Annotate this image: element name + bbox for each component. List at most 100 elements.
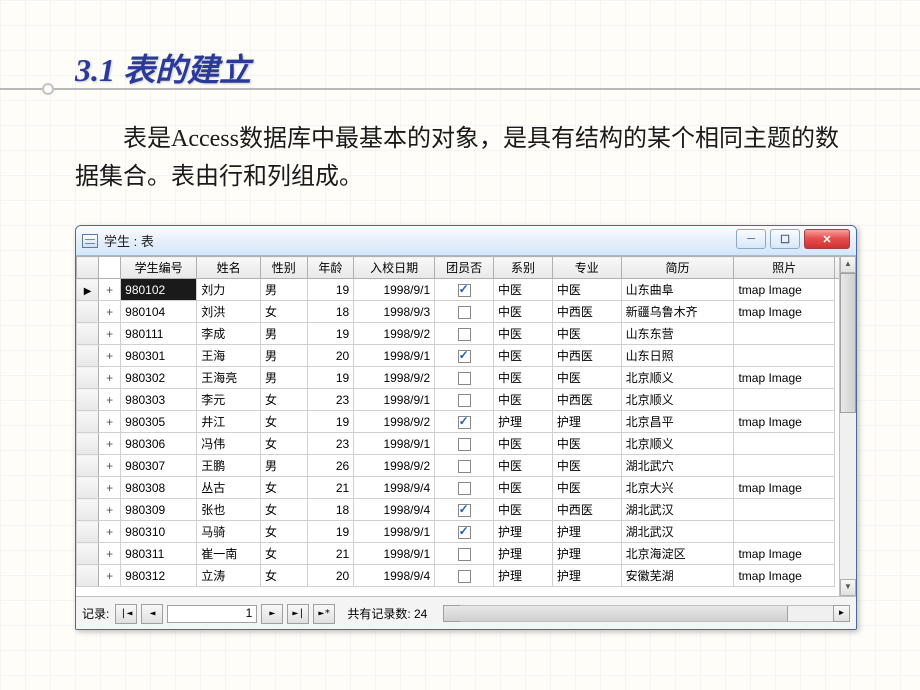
minimize-button[interactable]: ─: [736, 229, 766, 249]
table-row[interactable]: +980308丛古女211998/9/4中医中医北京大兴tmap Image: [77, 477, 856, 499]
member-cell[interactable]: [435, 455, 494, 477]
major-cell[interactable]: 中西医: [552, 499, 621, 521]
major-cell[interactable]: 中西医: [552, 389, 621, 411]
column-header[interactable]: 年龄: [307, 257, 354, 279]
column-header[interactable]: 专业: [552, 257, 621, 279]
member-cell[interactable]: [435, 323, 494, 345]
photo-cell[interactable]: tmap Image: [734, 279, 835, 301]
row-selector[interactable]: [77, 367, 99, 389]
column-header[interactable]: 简历: [621, 257, 734, 279]
student-id-cell[interactable]: 980308: [121, 477, 197, 499]
age-cell[interactable]: 18: [307, 301, 354, 323]
major-cell[interactable]: 中医: [552, 455, 621, 477]
row-selector[interactable]: [77, 323, 99, 345]
student-id-cell[interactable]: 980306: [121, 433, 197, 455]
name-cell[interactable]: 立涛: [197, 565, 261, 587]
dept-cell[interactable]: 中医: [494, 367, 553, 389]
resume-cell[interactable]: 湖北武汉: [621, 499, 734, 521]
expand-button[interactable]: +: [99, 521, 121, 543]
major-cell[interactable]: 中医: [552, 367, 621, 389]
row-selector[interactable]: [77, 521, 99, 543]
dept-cell[interactable]: 中医: [494, 323, 553, 345]
student-id-cell[interactable]: 980307: [121, 455, 197, 477]
sex-cell[interactable]: 女: [260, 543, 307, 565]
member-cell[interactable]: [435, 433, 494, 455]
table-row[interactable]: +980309张也女181998/9/4中医中西医湖北武汉: [77, 499, 856, 521]
photo-cell[interactable]: [734, 345, 835, 367]
date-cell[interactable]: 1998/9/1: [354, 345, 435, 367]
maximize-button[interactable]: ☐: [770, 229, 800, 249]
name-cell[interactable]: 冯伟: [197, 433, 261, 455]
age-cell[interactable]: 19: [307, 411, 354, 433]
column-header[interactable]: 系别: [494, 257, 553, 279]
dept-cell[interactable]: 护理: [494, 565, 553, 587]
expand-button[interactable]: +: [99, 455, 121, 477]
name-cell[interactable]: 王海亮: [197, 367, 261, 389]
last-record-button[interactable]: ►|: [287, 604, 309, 624]
resume-cell[interactable]: 山东曲阜: [621, 279, 734, 301]
hscroll-right-button[interactable]: ►: [833, 605, 850, 622]
member-cell[interactable]: [435, 565, 494, 587]
name-cell[interactable]: 丛古: [197, 477, 261, 499]
age-cell[interactable]: 20: [307, 345, 354, 367]
photo-cell[interactable]: [734, 521, 835, 543]
age-cell[interactable]: 19: [307, 323, 354, 345]
data-grid[interactable]: 学生编号姓名性别年龄入校日期团员否系别专业简历照片 ▶+980102刘力男191…: [76, 256, 856, 596]
checkbox-icon[interactable]: [458, 372, 471, 385]
photo-cell[interactable]: tmap Image: [734, 477, 835, 499]
name-cell[interactable]: 李成: [197, 323, 261, 345]
date-cell[interactable]: 1998/9/4: [354, 499, 435, 521]
resume-cell[interactable]: 北京顺义: [621, 389, 734, 411]
table-row[interactable]: ▶+980102刘力男191998/9/1中医中医山东曲阜tmap Image: [77, 279, 856, 301]
sex-cell[interactable]: 男: [260, 323, 307, 345]
name-cell[interactable]: 张也: [197, 499, 261, 521]
date-cell[interactable]: 1998/9/1: [354, 521, 435, 543]
student-id-cell[interactable]: 980302: [121, 367, 197, 389]
dept-cell[interactable]: 中医: [494, 301, 553, 323]
age-cell[interactable]: 23: [307, 433, 354, 455]
date-cell[interactable]: 1998/9/4: [354, 477, 435, 499]
dept-cell[interactable]: 中医: [494, 499, 553, 521]
row-selector[interactable]: [77, 499, 99, 521]
sex-cell[interactable]: 女: [260, 477, 307, 499]
table-row[interactable]: +980310马骑女191998/9/1护理护理湖北武汉: [77, 521, 856, 543]
row-selector[interactable]: [77, 345, 99, 367]
student-id-cell[interactable]: 980305: [121, 411, 197, 433]
table-row[interactable]: +980312立涛女201998/9/4护理护理安徽芜湖tmap Image: [77, 565, 856, 587]
checkbox-icon[interactable]: [458, 284, 471, 297]
horizontal-scrollbar[interactable]: ◄ ►: [443, 605, 850, 622]
age-cell[interactable]: 21: [307, 477, 354, 499]
photo-cell[interactable]: tmap Image: [734, 543, 835, 565]
row-selector[interactable]: [77, 433, 99, 455]
dept-cell[interactable]: 中医: [494, 433, 553, 455]
expand-button[interactable]: +: [99, 345, 121, 367]
member-cell[interactable]: [435, 411, 494, 433]
age-cell[interactable]: 23: [307, 389, 354, 411]
sex-cell[interactable]: 男: [260, 345, 307, 367]
resume-cell[interactable]: 新疆乌鲁木齐: [621, 301, 734, 323]
sex-cell[interactable]: 女: [260, 301, 307, 323]
sex-cell[interactable]: 男: [260, 279, 307, 301]
name-cell[interactable]: 王鹏: [197, 455, 261, 477]
date-cell[interactable]: 1998/9/4: [354, 565, 435, 587]
resume-cell[interactable]: 湖北武穴: [621, 455, 734, 477]
major-cell[interactable]: 护理: [552, 411, 621, 433]
member-cell[interactable]: [435, 543, 494, 565]
dept-cell[interactable]: 中医: [494, 345, 553, 367]
major-cell[interactable]: 护理: [552, 543, 621, 565]
row-selector[interactable]: [77, 543, 99, 565]
column-header[interactable]: 性别: [260, 257, 307, 279]
dept-cell[interactable]: 中医: [494, 279, 553, 301]
table-row[interactable]: +980303李元女231998/9/1中医中西医北京顺义: [77, 389, 856, 411]
scroll-thumb[interactable]: [840, 273, 856, 413]
resume-cell[interactable]: 山东日照: [621, 345, 734, 367]
resume-cell[interactable]: 山东东营: [621, 323, 734, 345]
column-header[interactable]: 姓名: [197, 257, 261, 279]
age-cell[interactable]: 19: [307, 367, 354, 389]
resume-cell[interactable]: 湖北武汉: [621, 521, 734, 543]
date-cell[interactable]: 1998/9/1: [354, 389, 435, 411]
photo-cell[interactable]: [734, 323, 835, 345]
major-cell[interactable]: 中医: [552, 279, 621, 301]
table-row[interactable]: +980306冯伟女231998/9/1中医中医北京顺义: [77, 433, 856, 455]
resume-cell[interactable]: 北京大兴: [621, 477, 734, 499]
